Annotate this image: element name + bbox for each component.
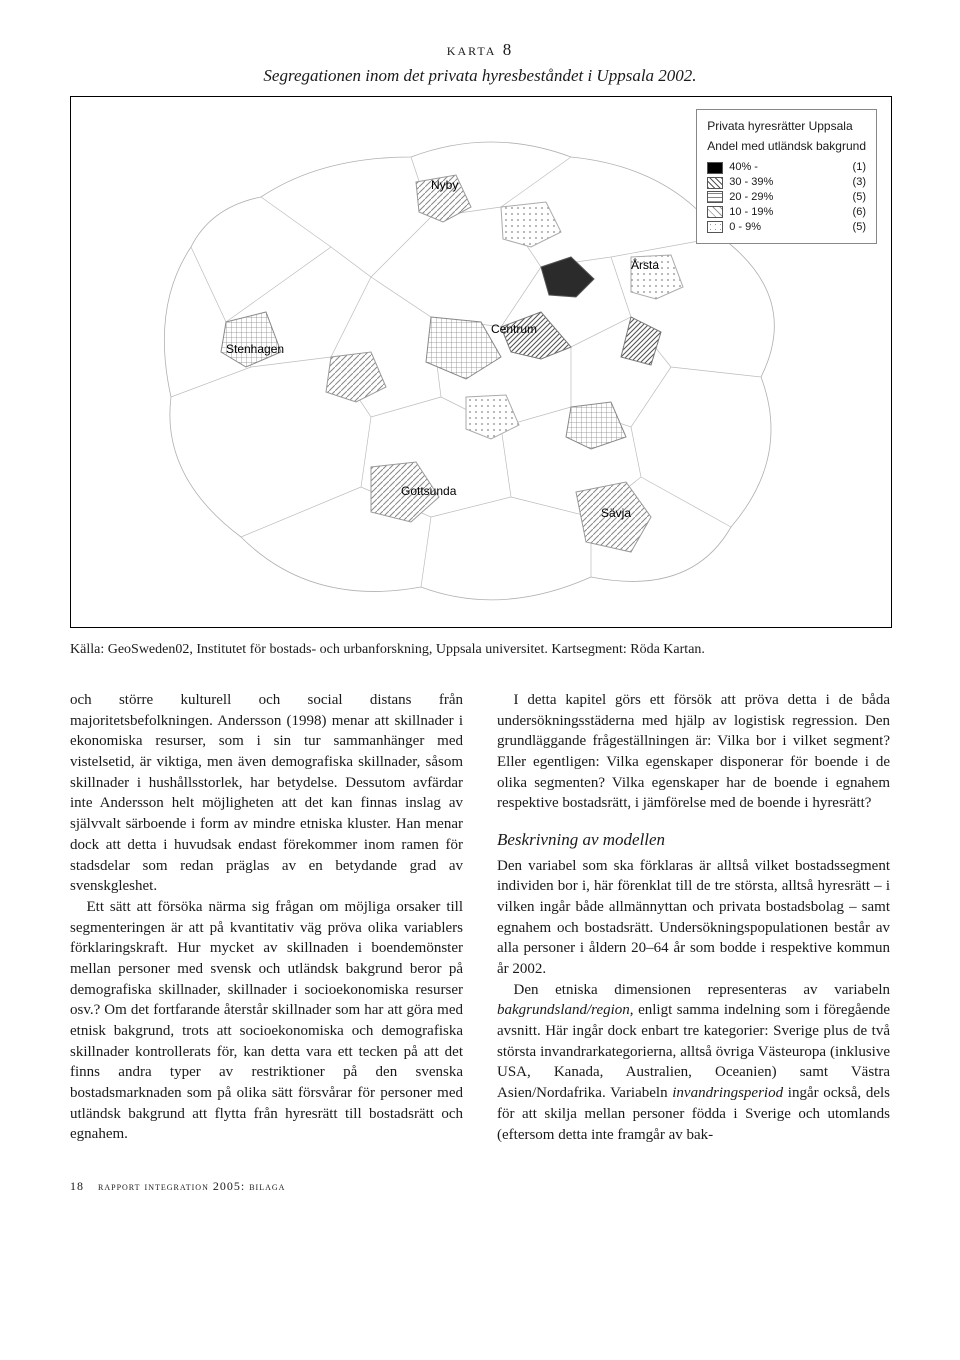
map-label-gottsunda: Gottsunda: [401, 484, 457, 498]
legend-label: 20 - 29%: [729, 190, 773, 205]
legend-label: 40% -: [729, 160, 758, 175]
map-label-stenhagen: Stenhagen: [226, 342, 284, 356]
figure-label: karta 8: [70, 40, 890, 60]
page-number: 18: [70, 1179, 84, 1193]
footer-source: rapport integration 2005: bilaga: [98, 1179, 285, 1193]
body-text: och större kulturell och social distans …: [70, 690, 890, 1145]
map-label-nyby: Nyby: [431, 178, 458, 192]
map-frame: Nyby Årsta Centrum Stenhagen Gottsunda S…: [70, 96, 892, 628]
legend-label: 30 - 39%: [729, 175, 773, 190]
map-label-centrum: Centrum: [491, 322, 537, 336]
legend-count: (3): [853, 175, 866, 190]
legend-label: 0 - 9%: [729, 220, 761, 235]
legend-row: 40% - (1): [707, 160, 866, 175]
legend-title-line2: Andel med utländsk bakgrund: [707, 138, 866, 154]
map-label-arsta: Årsta: [631, 257, 659, 272]
emphasis: bakgrundsland/region: [497, 1002, 630, 1018]
figure-title: Segregationen inom det privata hyresbest…: [70, 66, 890, 86]
legend-count: (5): [853, 190, 866, 205]
emphasis: invandringsperiod: [672, 1085, 783, 1101]
legend-count: (6): [853, 205, 866, 220]
legend-row: 30 - 39% (3): [707, 175, 866, 190]
legend-count: (1): [853, 160, 866, 175]
legend-title-line1: Privata hyresrätter Uppsala: [707, 118, 866, 134]
paragraph: I detta kapitel görs ett försök att pröv…: [497, 690, 890, 814]
paragraph: Den etniska dimensionen representeras av…: [497, 980, 890, 1146]
legend-label: 10 - 19%: [729, 205, 773, 220]
paragraph: Ett sätt att försöka närma sig frågan om…: [70, 897, 463, 1145]
figure-caption: Källa: GeoSweden02, Institutet för bosta…: [70, 642, 890, 658]
legend-row: 0 - 9% (5): [707, 220, 866, 235]
paragraph: Den variabel som ska förklaras är alltså…: [497, 856, 890, 980]
paragraph: och större kulturell och social distans …: [70, 690, 463, 897]
map-legend: Privata hyresrätter Uppsala Andel med ut…: [696, 109, 877, 244]
page-footer: 18 rapport integration 2005: bilaga: [70, 1179, 890, 1194]
legend-count: (5): [853, 220, 866, 235]
section-heading: Beskrivning av modellen: [497, 828, 890, 851]
figure-header: karta 8 Segregationen inom det privata h…: [70, 40, 890, 86]
text: Den etniska dimensionen representeras av…: [514, 982, 891, 998]
map-label-savja: Sävja: [601, 506, 631, 520]
legend-row: 10 - 19% (6): [707, 205, 866, 220]
legend-row: 20 - 29% (5): [707, 190, 866, 205]
